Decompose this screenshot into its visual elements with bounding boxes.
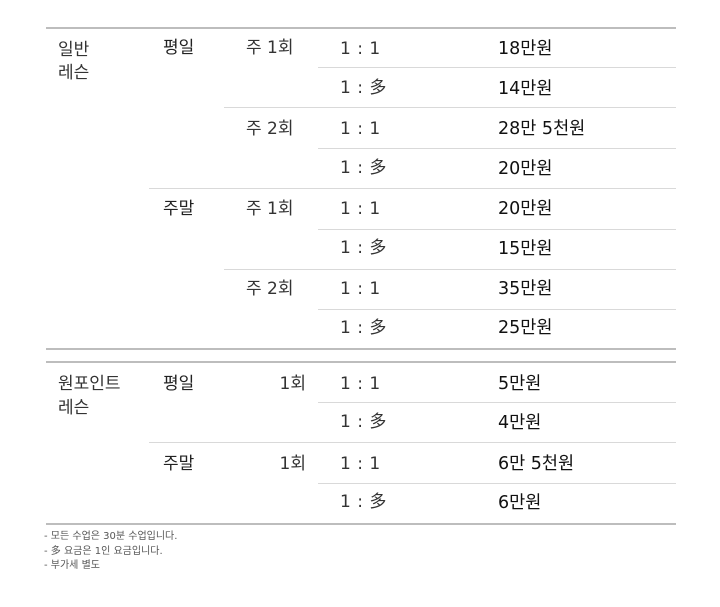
row-divider (149, 188, 676, 189)
table-top-border (46, 361, 676, 363)
price-value: 20만원 (498, 199, 553, 219)
row-divider (149, 442, 676, 443)
ratio-label: 1 : 多 (340, 238, 387, 258)
category-label: 레슨 (58, 63, 90, 83)
footnote: - 부가세 별도 (44, 560, 100, 571)
row-divider (318, 483, 676, 484)
category-label: 일반 (58, 40, 90, 60)
ratio-label: 1 : 多 (340, 318, 387, 338)
ratio-label: 1 : 1 (340, 39, 381, 59)
frequency-label: 주 2회 (246, 279, 294, 299)
day-label-weekday: 평일 (163, 38, 195, 58)
row-divider (318, 148, 676, 149)
price-value: 20만원 (498, 159, 553, 179)
ratio-label: 1 : 多 (340, 492, 387, 512)
frequency-label: 주 1회 (246, 38, 294, 58)
row-divider (318, 402, 676, 403)
table-top-border (46, 27, 676, 29)
price-value: 28만 5천원 (498, 119, 586, 139)
table-one-point-lesson: 원포인트 레슨 평일 1회 1 : 1 5만원 1 : 多 4만원 주말 1회 … (46, 361, 676, 526)
row-divider (224, 269, 676, 270)
price-value: 18만원 (498, 39, 553, 59)
footnotes: - 모든 수업은 30분 수업입니다. - 多 요금은 1인 요금입니다. - … (44, 530, 177, 574)
ratio-label: 1 : 多 (340, 78, 387, 98)
category-label: 원포인트 (58, 374, 121, 394)
price-value: 5만원 (498, 374, 542, 394)
frequency-label: 주 2회 (246, 119, 294, 139)
day-label-weekend: 주말 (163, 454, 195, 474)
price-value: 6만원 (498, 493, 542, 513)
row-divider (318, 309, 676, 310)
price-value: 15만원 (498, 239, 553, 259)
ratio-label: 1 : 1 (340, 454, 381, 474)
category-label: 레슨 (58, 398, 90, 418)
price-value: 4만원 (498, 413, 542, 433)
table-bottom-border (46, 523, 676, 525)
row-divider (318, 229, 676, 230)
day-label-weekday: 평일 (163, 374, 195, 394)
footnote: - 모든 수업은 30분 수업입니다. (44, 531, 178, 542)
row-divider (318, 67, 676, 68)
ratio-label: 1 : 1 (340, 279, 381, 299)
price-value: 35만원 (498, 279, 553, 299)
price-value: 14만원 (498, 79, 553, 99)
table-bottom-border (46, 348, 676, 350)
ratio-label: 1 : 1 (340, 119, 381, 139)
day-label-weekend: 주말 (163, 199, 195, 219)
footnote: - 多 요금은 1인 요금입니다. (44, 545, 163, 557)
frequency-label: 1회 (279, 454, 306, 474)
frequency-label: 1회 (279, 374, 306, 394)
ratio-label: 1 : 多 (340, 158, 387, 178)
frequency-label: 주 1회 (246, 199, 294, 219)
ratio-label: 1 : 1 (340, 374, 381, 394)
table-general-lesson: 일반 레슨 평일 주 1회 1 : 1 18만원 1 : 多 14만원 주 2회… (46, 27, 676, 350)
ratio-label: 1 : 1 (340, 199, 381, 219)
price-value: 25만원 (498, 318, 553, 338)
row-divider (224, 107, 676, 108)
price-value: 6만 5천원 (498, 454, 575, 474)
ratio-label: 1 : 多 (340, 412, 387, 432)
